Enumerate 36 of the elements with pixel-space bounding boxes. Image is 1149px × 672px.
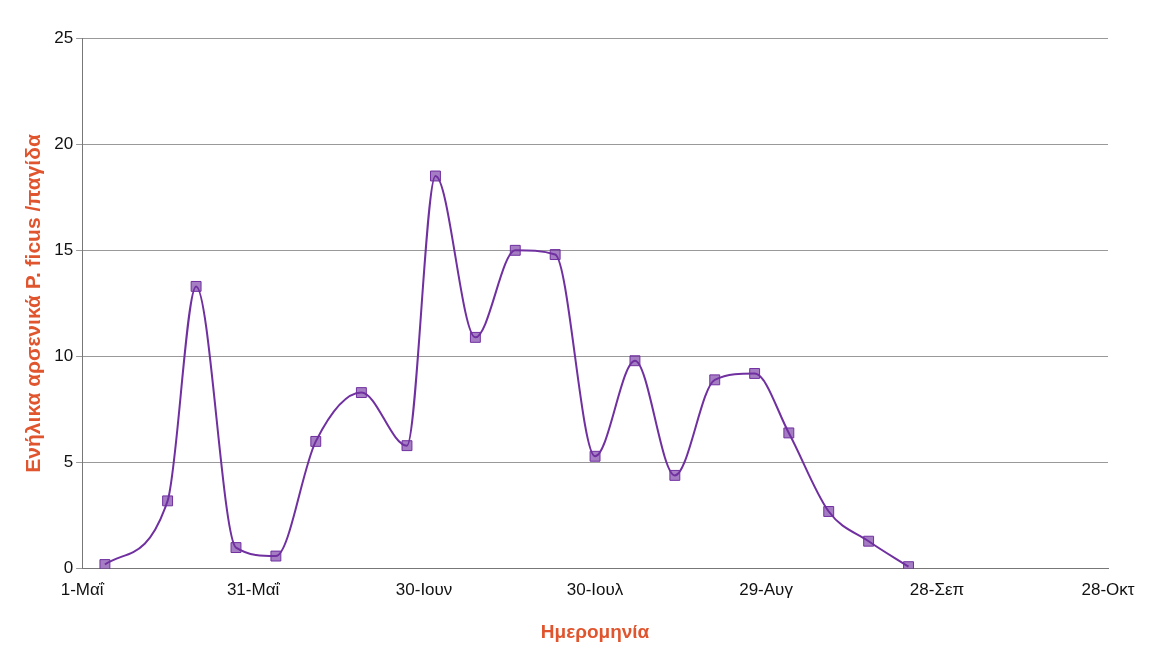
- point: [903, 561, 914, 569]
- point: [270, 550, 282, 562]
- point: [99, 559, 111, 569]
- point: [190, 280, 202, 292]
- y-axis-title: Ενήλικα αρσενικά P. ficus /παγίδα: [21, 134, 45, 473]
- x-tick-label: 31-Μαΐ: [226, 579, 281, 599]
- point: [629, 355, 641, 367]
- y-tick-label: 15: [54, 240, 74, 260]
- point: [355, 387, 367, 399]
- x-tick-label: 1-Μαΐ: [60, 579, 105, 599]
- x-tick-label: 30-Ιουλ: [566, 579, 624, 599]
- point: [401, 440, 413, 452]
- y-tick-label: 25: [54, 27, 74, 47]
- point: [430, 170, 441, 182]
- y-tick-label: 5: [63, 452, 74, 472]
- point: [469, 331, 481, 343]
- point: [230, 542, 242, 554]
- y-tick-label: 0: [63, 558, 74, 578]
- point: [162, 495, 174, 507]
- point: [783, 427, 795, 439]
- point: [509, 244, 521, 256]
- x-tick-label: 30-Ιουν: [395, 579, 453, 599]
- y-tick-label: 10: [54, 346, 74, 366]
- x-tick-label: 28-Σεπ: [909, 579, 965, 599]
- point: [669, 469, 681, 481]
- x-axis-title: Ημερομηνία: [540, 620, 650, 642]
- x-tick-label: 29-Αυγ: [739, 579, 794, 599]
- point: [709, 374, 721, 386]
- point: [749, 368, 761, 379]
- point: [589, 450, 601, 462]
- point: [823, 506, 835, 517]
- point: [310, 435, 322, 447]
- point: [549, 249, 561, 261]
- point: [863, 535, 875, 547]
- x-tick-label: 28-Οκτ: [1081, 579, 1135, 599]
- y-tick-label: 20: [54, 133, 74, 153]
